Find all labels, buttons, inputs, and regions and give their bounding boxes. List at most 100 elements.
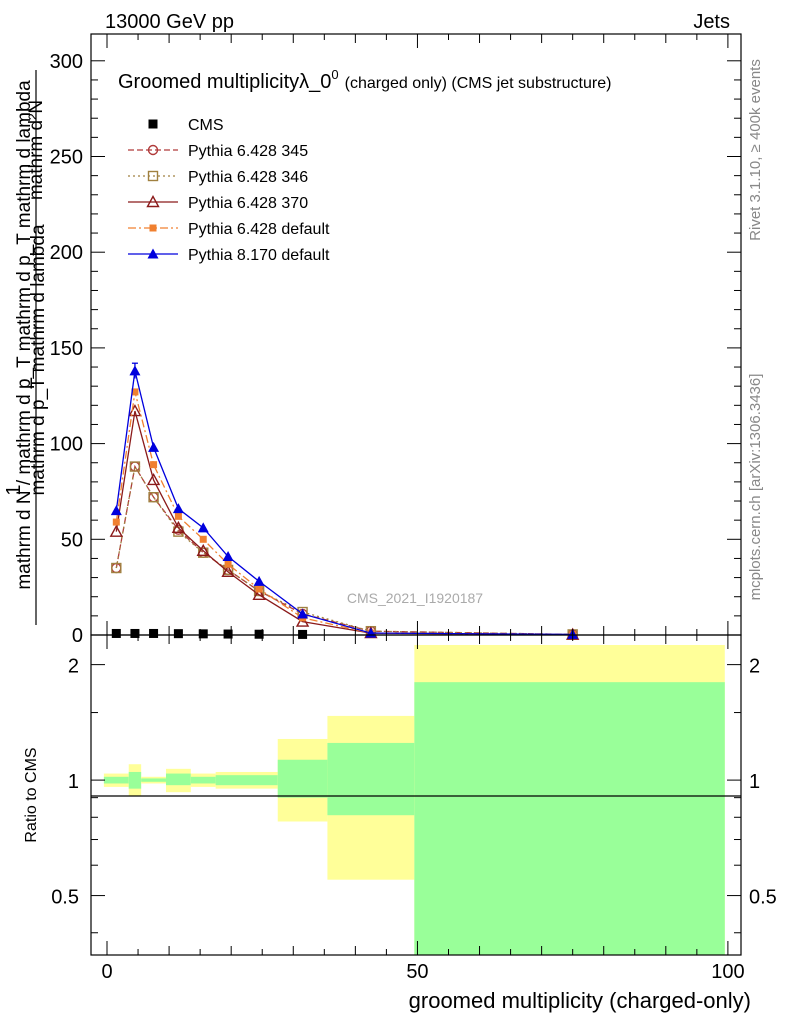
- data-point: [221, 564, 235, 578]
- legend-label: Pythia 6.428 default: [188, 221, 330, 238]
- main-y-tick-label: 0: [72, 625, 83, 647]
- ratio-y-tick-label: 1: [68, 771, 79, 793]
- data-point: [129, 461, 141, 472]
- series-line: [115, 370, 573, 636]
- legend-label: Pythia 6.428 370: [188, 195, 308, 212]
- y-label-denominator: mathrm d N / mathrm d p_T mathrm d p_T m…: [14, 80, 35, 590]
- series-4: [112, 388, 577, 639]
- ratio-band-inner: [277, 759, 328, 798]
- ratio-y-tick-label: 2: [68, 656, 79, 678]
- series-line: [115, 391, 573, 636]
- ratio-band-inner: [215, 775, 278, 786]
- series-line: [115, 464, 573, 636]
- data-point: [150, 461, 158, 469]
- data-point: [149, 628, 159, 638]
- data-point: [173, 629, 183, 639]
- ratio-band-inner: [165, 773, 191, 786]
- data-point: [254, 629, 264, 639]
- ratio-y-tick-label-right: 0.5: [749, 887, 777, 909]
- series-5: [110, 365, 579, 639]
- ratio-band-inner: [103, 776, 129, 784]
- data-point: [109, 524, 123, 537]
- data-point: [252, 587, 266, 601]
- series-1: [111, 461, 578, 640]
- plot-title: Groomed multiplicityλ_00 (charged only) (…: [118, 67, 611, 93]
- mcplots-label: mcplots.cern.ch [arXiv:1306.3436]: [747, 374, 764, 601]
- data-point: [197, 522, 209, 533]
- legend-label: Pythia 6.428 345: [188, 143, 308, 160]
- ratio-band-inner: [190, 776, 216, 784]
- legend-label: Pythia 8.170 default: [188, 247, 330, 264]
- main-y-tick-label: 100: [50, 434, 83, 456]
- data-point: [130, 628, 140, 638]
- data-point: [199, 535, 207, 543]
- main-y-tick-label: 150: [50, 338, 83, 360]
- data-point: [148, 441, 160, 452]
- plot-title-main: Groomed multiplicityλ_0: [118, 71, 331, 93]
- data-point: [222, 551, 234, 562]
- data-point: [172, 503, 184, 514]
- data-point: [297, 608, 309, 619]
- data-point: [198, 629, 208, 639]
- series-3: [109, 404, 580, 640]
- data-point: [146, 473, 161, 486]
- ratio-frame: [90, 634, 742, 956]
- main-y-tick-label: 50: [61, 529, 83, 551]
- series-2: [111, 461, 578, 640]
- main-y-tick-label: 200: [50, 242, 83, 264]
- data-point: [253, 575, 265, 586]
- data-point: [110, 505, 122, 516]
- data-point: [255, 585, 263, 593]
- data-point: [223, 629, 233, 639]
- rivet-label: Rivet 3.1.10, ≥ 400k events: [747, 59, 764, 241]
- legend-label: CMS: [188, 117, 224, 134]
- main-y-axis: 0 50 100 150 200 250 300: [50, 51, 741, 647]
- y-label-line1: mathrm d p_T mathrm d lambda: [28, 224, 49, 495]
- series-line: [115, 464, 573, 636]
- data-point: [171, 520, 186, 534]
- ratio-panel: 0.5 0.5 1 1 2 2: [51, 634, 777, 956]
- series-line: [115, 410, 573, 636]
- y-label-one: 1: [3, 484, 25, 495]
- ratio-band-inner: [128, 771, 142, 789]
- ratio-band-inner: [327, 742, 415, 816]
- plot-title-sub: (charged only) (CMS jet substructure): [345, 75, 612, 92]
- data-point: [148, 491, 159, 503]
- ratio-bands: [103, 645, 725, 955]
- header-right: Jets: [693, 11, 730, 33]
- ratio-band-inner: [414, 682, 725, 955]
- header-left: 13000 GeV pp: [105, 11, 234, 33]
- legend-label: Pythia 6.428 346: [188, 169, 308, 186]
- plot-title-sup: 0: [331, 67, 338, 82]
- main-y-tick-label: 300: [50, 51, 83, 73]
- series-0: [111, 628, 308, 639]
- legend-marker: [148, 119, 158, 129]
- x-axis-label: groomed multiplicity (charged-only): [409, 988, 751, 1013]
- ratio-y-tick-label: 0.5: [51, 887, 79, 909]
- main-panel: 0 50 100 150 200 250 300 Groomed multiplicityλ…: [50, 33, 742, 647]
- ratio-band-inner: [141, 778, 166, 782]
- y-axis-label-main: mathrm d²N mathrm d p_T mathrm d lambda …: [3, 70, 49, 625]
- data-point: [112, 518, 120, 526]
- x-axis: 0 50 100: [101, 34, 745, 983]
- ratio-y-tick-label-right: 2: [749, 656, 760, 678]
- legend-marker: [147, 248, 159, 259]
- data-point: [131, 388, 139, 396]
- data-point: [174, 512, 182, 520]
- data-point: [224, 560, 232, 568]
- ratio-y-axis: 0.5 0.5 1 1 2 2: [51, 656, 777, 934]
- ratio-y-tick-label-right: 1: [749, 771, 760, 793]
- x-tick-label: 50: [406, 961, 428, 983]
- data-point: [111, 562, 122, 574]
- main-y-tick-label: 250: [50, 146, 83, 168]
- x-tick-label: 0: [101, 961, 112, 983]
- data-point: [111, 628, 121, 638]
- legend-marker: [147, 170, 159, 182]
- legend-marker: [147, 144, 159, 156]
- main-series-group: [109, 362, 580, 640]
- data-point: [196, 543, 210, 556]
- legend: CMS Pythia 6.428 345 Pythia 6.428 346 Pythi…: [128, 117, 330, 264]
- legend-marker: [149, 224, 157, 232]
- y-axis-label-ratio: Ratio to CMS: [23, 747, 40, 842]
